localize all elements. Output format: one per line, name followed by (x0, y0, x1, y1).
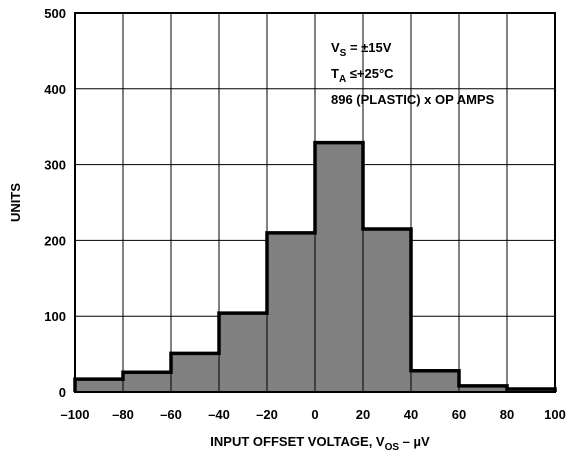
histogram-bar (218, 312, 268, 393)
histogram-step-outline (73, 140, 557, 392)
x-axis-label-tail: – µV (399, 434, 430, 449)
x-tick-label: 20 (356, 407, 370, 422)
x-tick-label: 60 (452, 407, 466, 422)
x-tick-label: 0 (311, 407, 318, 422)
histogram-bar (410, 370, 460, 393)
x-tick-labels: –100 –80 –60 –40 –20 0 20 40 60 80 100 (61, 407, 566, 422)
x-tick-label: –40 (208, 407, 230, 422)
y-tick-label: 300 (44, 158, 66, 173)
histogram-bar (314, 142, 364, 393)
note-temperature: TA ≤+25°C (331, 66, 394, 85)
y-tick-label: 500 (44, 6, 66, 21)
x-tick-label: –60 (160, 407, 182, 422)
y-tick-label: 400 (44, 82, 66, 97)
x-tick-label: 80 (500, 407, 514, 422)
y-axis-label: UNITS (8, 183, 23, 222)
plot-frame (74, 12, 556, 393)
histogram-bar (266, 232, 316, 393)
x-axis-label-subscript: OS (385, 442, 400, 453)
conditions-note: VS = ±15V TA ≤+25°C 896 (PLASTIC) x OP A… (331, 40, 495, 107)
histogram-bar (170, 352, 220, 393)
x-axis-label: INPUT OFFSET VOLTAGE, VOS – µV (210, 434, 430, 453)
x-tick-label: –80 (112, 407, 134, 422)
x-tick-label: 40 (404, 407, 418, 422)
histogram-bar (74, 378, 124, 393)
x-tick-label: –100 (61, 407, 90, 422)
histogram-bar (122, 371, 172, 393)
y-tick-label: 0 (59, 385, 66, 400)
x-tick-label: 100 (544, 407, 566, 422)
note-supply-voltage: VS = ±15V (331, 40, 392, 59)
y-tick-labels: 0 100 200 300 400 500 (44, 6, 66, 400)
y-tick-label: 200 (44, 233, 66, 248)
x-axis-label-main: INPUT OFFSET VOLTAGE, V (210, 434, 385, 449)
histogram-bar (362, 228, 412, 393)
x-tick-label: –20 (256, 407, 278, 422)
y-tick-label: 100 (44, 309, 66, 324)
note-sample-size: 896 (PLASTIC) x OP AMPS (331, 92, 495, 107)
histogram-outline (73, 140, 557, 392)
